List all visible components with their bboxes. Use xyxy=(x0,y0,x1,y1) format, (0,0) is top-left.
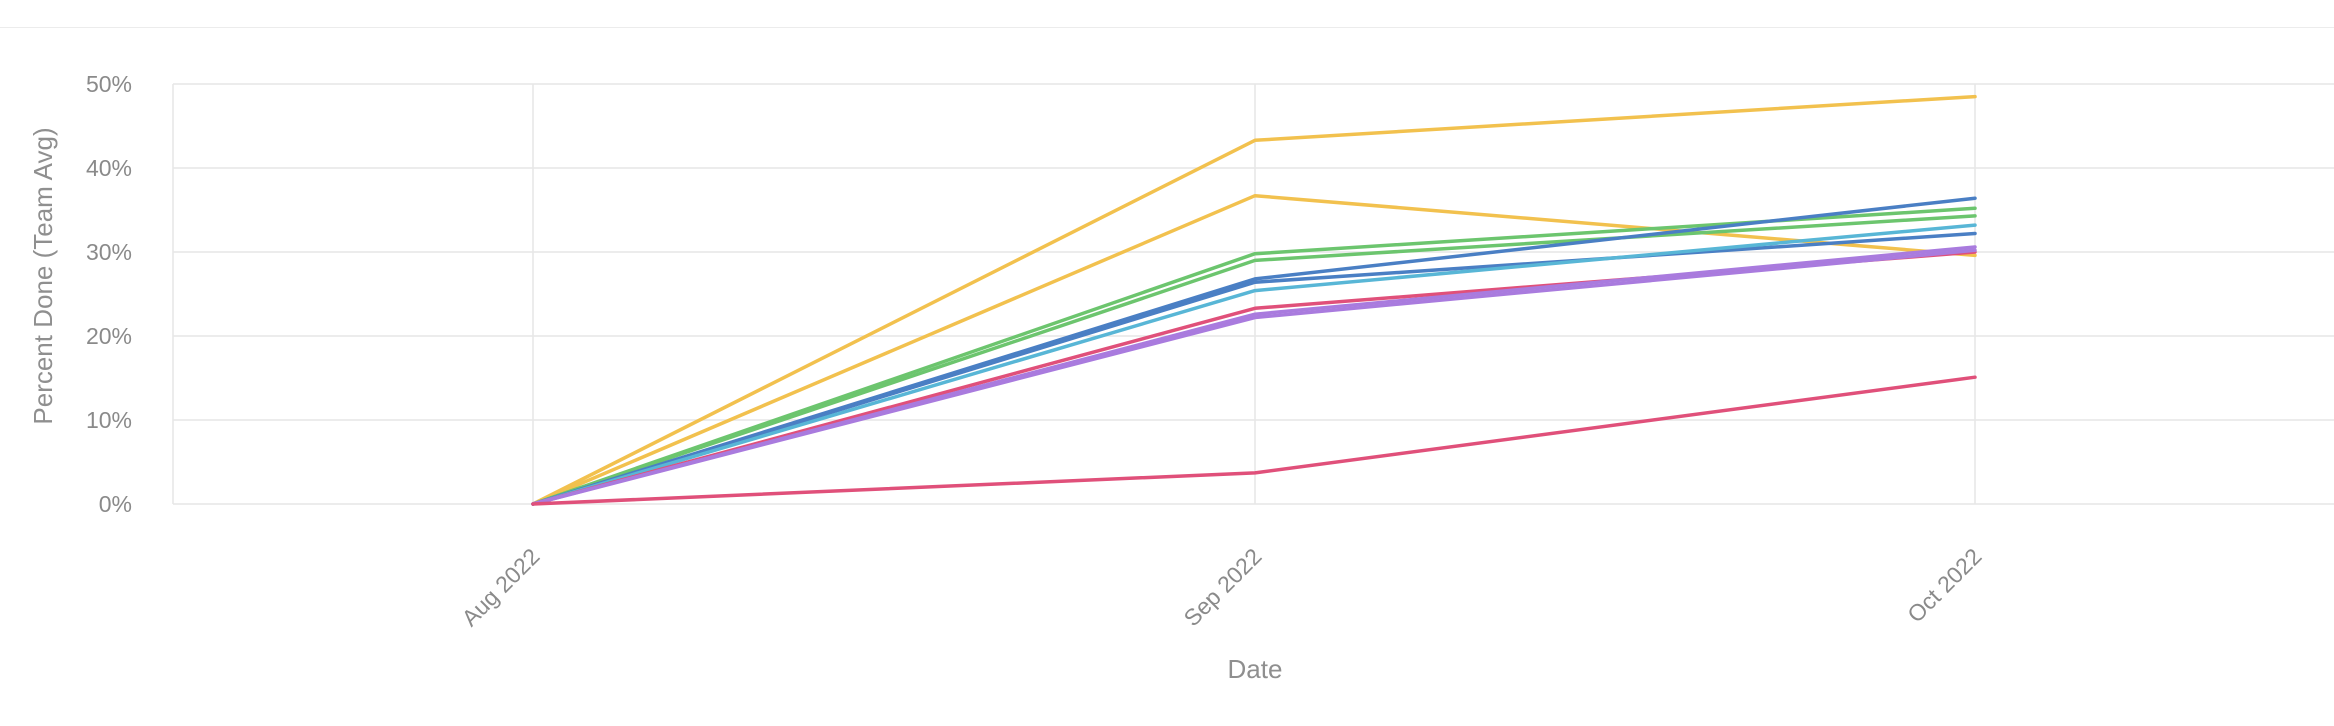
x-tick-label: Aug 2022 xyxy=(457,543,545,631)
y-tick-label: 40% xyxy=(86,155,132,181)
series-layer xyxy=(531,94,1977,506)
series-line-11 xyxy=(531,375,1977,506)
series-line-1 xyxy=(531,94,1977,506)
x-tick-label: Oct 2022 xyxy=(1902,543,1986,627)
top-divider xyxy=(0,27,2334,28)
x-tick-label: Sep 2022 xyxy=(1179,543,1267,631)
series-line-7 xyxy=(531,223,1977,506)
y-tick-label: 20% xyxy=(86,323,132,349)
y-tick-label: 10% xyxy=(86,407,132,433)
x-tick-labels: Aug 2022 Sep 2022 Oct 2022 xyxy=(457,543,1987,631)
y-tick-label: 30% xyxy=(86,239,132,265)
series-line-2 xyxy=(531,193,1977,506)
series-line-10 xyxy=(531,248,1977,506)
series-line-9 xyxy=(531,245,1977,506)
x-axis-title: Date xyxy=(1228,654,1283,684)
y-axis-title: Percent Done (Team Avg) xyxy=(28,127,58,424)
y-tick-label: 50% xyxy=(86,71,132,97)
series-line-4 xyxy=(531,214,1977,506)
y-tick-labels: 0% 10% 20% 30% 40% 50% xyxy=(86,71,132,517)
y-tick-label: 0% xyxy=(99,491,132,517)
grid-layer xyxy=(172,83,2334,505)
series-line-6 xyxy=(531,231,1977,506)
